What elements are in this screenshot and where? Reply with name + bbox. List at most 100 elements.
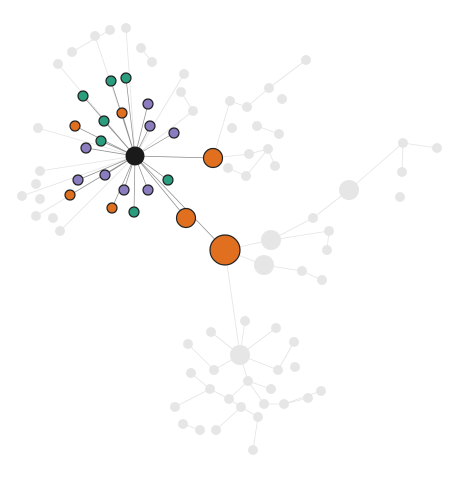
purple-node [80, 142, 92, 154]
background-node [136, 43, 146, 53]
hub-edge [134, 155, 214, 159]
orange-node [202, 147, 224, 169]
background-node [273, 365, 283, 375]
orange-node [116, 107, 128, 119]
hub-edge [77, 155, 136, 181]
background-node [206, 327, 216, 337]
background-node [195, 425, 205, 435]
background-node [243, 376, 253, 386]
purple-node [118, 184, 130, 196]
background-node [205, 384, 215, 394]
background-node [308, 213, 318, 223]
background-node [35, 194, 45, 204]
background-edge [174, 388, 211, 408]
background-node [395, 192, 405, 202]
background-edge [37, 127, 136, 157]
orange-node [106, 202, 118, 214]
background-node [297, 266, 307, 276]
background-node [223, 163, 233, 173]
background-node [53, 59, 63, 69]
purple-node [142, 184, 154, 196]
background-node [48, 213, 58, 223]
background-node [33, 123, 43, 133]
background-node [227, 123, 237, 133]
background-node [252, 121, 262, 131]
background-edge [59, 155, 136, 232]
background-node [254, 255, 274, 275]
hub-node [125, 146, 145, 166]
background-edge [215, 406, 242, 431]
green-node [95, 135, 107, 147]
background-node [263, 144, 273, 154]
background-node [270, 161, 280, 171]
background-node [301, 55, 311, 65]
background-node [339, 180, 359, 200]
background-node [261, 230, 281, 250]
background-node [90, 31, 100, 41]
background-node [55, 226, 65, 236]
background-edge [252, 416, 259, 451]
background-edge [125, 27, 136, 157]
green-node [162, 174, 174, 186]
background-node [17, 191, 27, 201]
background-node [274, 129, 284, 139]
background-nodes [17, 23, 442, 455]
background-node [188, 106, 198, 116]
background-node [397, 167, 407, 177]
background-node [230, 345, 250, 365]
background-node [432, 143, 442, 153]
background-node [31, 211, 41, 221]
background-edge [187, 343, 215, 371]
background-node [224, 394, 234, 404]
background-edge [402, 142, 438, 149]
background-node [290, 362, 300, 372]
background-node [248, 445, 258, 455]
background-node [183, 339, 193, 349]
background-edge [348, 142, 404, 191]
background-node [398, 138, 408, 148]
background-node [105, 25, 115, 35]
background-edge [245, 148, 269, 177]
background-node [176, 87, 186, 97]
background-node [244, 149, 254, 159]
purple-node [144, 120, 156, 132]
background-node [178, 419, 188, 429]
background-edge [134, 73, 185, 157]
background-edge [268, 59, 307, 89]
green-node [128, 206, 140, 218]
background-node [322, 245, 332, 255]
orange-node [69, 120, 81, 132]
background-node [240, 316, 250, 326]
background-node [279, 399, 289, 409]
background-node [241, 171, 251, 181]
background-node [31, 179, 41, 189]
green-node [98, 115, 110, 127]
background-node [259, 399, 269, 409]
highlighted-nodes [64, 72, 241, 266]
background-node [121, 23, 131, 33]
hub-edge [134, 155, 226, 251]
background-node [211, 425, 221, 435]
background-node [289, 337, 299, 347]
background-node [317, 275, 327, 285]
background-edge [283, 390, 322, 405]
background-edge [277, 341, 295, 371]
background-node [271, 323, 281, 333]
background-node [209, 365, 219, 375]
background-node [264, 83, 274, 93]
background-node [170, 402, 180, 412]
background-node [303, 393, 313, 403]
purple-node [99, 169, 111, 181]
green-node [120, 72, 132, 84]
purple-node [142, 98, 154, 110]
background-edge [39, 155, 136, 172]
background-edge [134, 110, 194, 157]
background-node [225, 96, 235, 106]
purple-node [72, 174, 84, 186]
background-node [186, 368, 196, 378]
background-node [236, 402, 246, 412]
background-edge [224, 249, 241, 356]
hub-edge [134, 155, 187, 219]
orange-node [175, 207, 197, 229]
green-node [105, 75, 117, 87]
